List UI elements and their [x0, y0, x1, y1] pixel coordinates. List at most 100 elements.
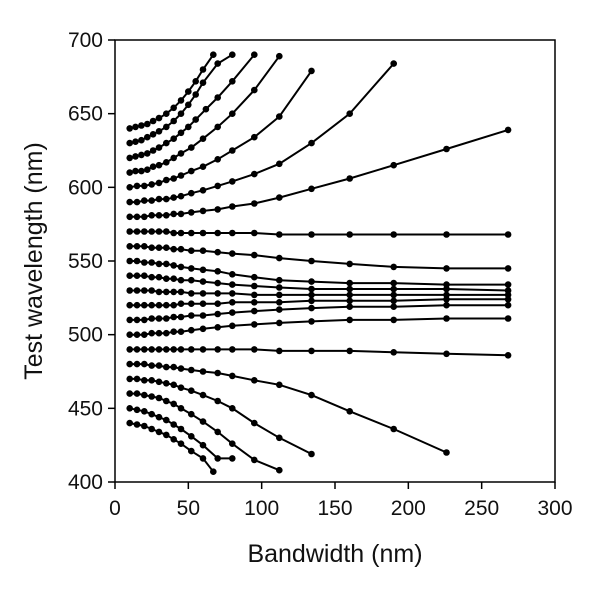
data-point [163, 329, 170, 337]
data-point [504, 126, 512, 134]
data-point [141, 422, 148, 430]
data-point [170, 154, 177, 162]
data-point [133, 406, 141, 414]
data-point [133, 331, 141, 339]
data-point [188, 189, 195, 197]
data-point [144, 120, 151, 128]
series-line [129, 274, 509, 292]
data-point [126, 169, 133, 176]
data-point [276, 319, 283, 327]
data-point [126, 301, 133, 309]
data-point [163, 195, 170, 203]
data-point [155, 288, 163, 296]
data-point [188, 366, 195, 374]
data-point [163, 244, 170, 251]
data-point [177, 245, 185, 253]
data-point [170, 313, 177, 321]
data-point [276, 52, 283, 60]
data-point [346, 285, 354, 293]
data-point [148, 301, 155, 309]
data-point [170, 275, 177, 283]
data-point [276, 276, 283, 284]
data-point [199, 278, 207, 285]
data-point [504, 315, 512, 322]
data-point [251, 282, 258, 290]
data-point [138, 122, 145, 129]
data-point [199, 290, 207, 297]
x-tick-label: 250 [464, 497, 499, 520]
data-point [199, 66, 207, 73]
data-point [148, 244, 155, 251]
data-point [308, 257, 315, 265]
data-point [141, 391, 148, 399]
data-point [504, 296, 512, 303]
x-tick-label: 150 [317, 497, 352, 520]
data-point [251, 456, 258, 464]
data-point [144, 166, 151, 173]
data-point [141, 316, 148, 324]
data-point [199, 346, 207, 353]
data-point [177, 192, 185, 200]
y-tick-label: 450 [68, 397, 103, 420]
data-point [229, 455, 236, 462]
data-point [390, 161, 398, 169]
data-point [346, 347, 354, 355]
series-12 [126, 287, 512, 299]
data-point [192, 91, 199, 98]
data-point [251, 200, 258, 207]
data-point [163, 275, 170, 283]
series-15 [126, 315, 512, 339]
data-point [229, 147, 236, 154]
data-point [276, 194, 283, 201]
data-point [308, 67, 315, 75]
data-point [148, 212, 155, 219]
data-point [155, 179, 163, 187]
data-point [170, 104, 177, 112]
y-tick-label: 400 [68, 471, 103, 494]
data-point [177, 328, 185, 336]
data-point [308, 297, 315, 305]
data-point [144, 133, 151, 141]
data-point [276, 291, 283, 299]
data-point [163, 110, 170, 117]
data-point [148, 181, 155, 188]
data-point [346, 303, 354, 311]
data-point [308, 391, 315, 399]
data-point [199, 312, 207, 319]
data-point [141, 346, 148, 353]
data-point [155, 413, 163, 421]
data-point [141, 408, 148, 415]
data-point [251, 51, 258, 58]
x-tick-label: 50 [177, 497, 200, 520]
data-point [188, 144, 195, 151]
series-10 [126, 257, 512, 288]
data-point [163, 431, 170, 439]
data-point [276, 231, 283, 238]
data-point [155, 301, 163, 309]
series-line [129, 230, 509, 236]
series-line [129, 55, 281, 174]
series-6 [126, 60, 398, 206]
data-point [148, 410, 155, 418]
data-point [504, 281, 512, 288]
data-point [251, 377, 258, 384]
series-line [129, 289, 509, 296]
data-point [308, 278, 315, 285]
data-point [133, 346, 141, 353]
data-point [133, 375, 141, 383]
data-point [170, 210, 177, 218]
data-point [177, 263, 185, 271]
series-21 [126, 419, 217, 476]
data-point [177, 313, 185, 321]
y-tick-label: 550 [68, 250, 103, 273]
series-11 [126, 272, 512, 294]
data-point [276, 434, 283, 442]
data-point [163, 363, 170, 371]
data-point [199, 266, 207, 274]
data-point [188, 209, 195, 216]
data-point [133, 421, 141, 428]
data-point [188, 326, 195, 334]
data-point [202, 105, 210, 113]
data-point [133, 301, 141, 309]
data-point [251, 346, 258, 353]
